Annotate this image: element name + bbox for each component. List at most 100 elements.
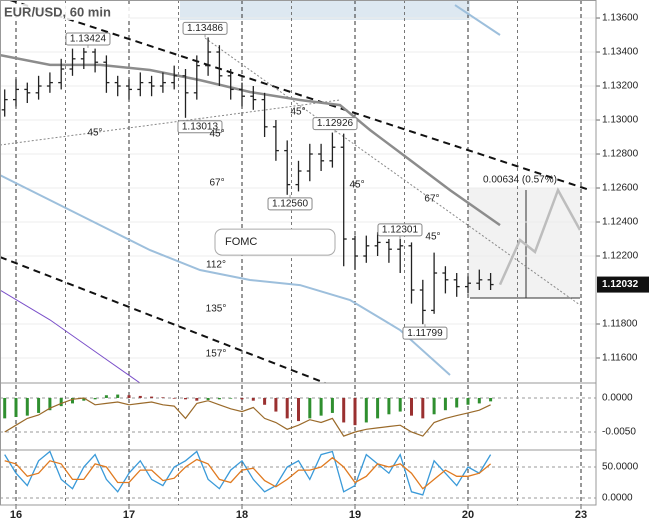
macd-bar (104, 395, 108, 398)
macd-bar (71, 397, 75, 404)
price-label: 1.13424 (70, 34, 107, 45)
macd-bar (172, 397, 176, 399)
macd-tick-label: 0.0000 (602, 393, 633, 404)
price-label-box (402, 326, 448, 340)
stochastic-frame (0, 449, 597, 506)
title-bg (2, 4, 130, 20)
price-label-box (182, 21, 228, 35)
annotation: 45° (349, 180, 364, 191)
macd-bar (308, 397, 312, 419)
x-tick-label: 16 (10, 509, 22, 521)
last-price-label: 1.12032 (602, 279, 639, 290)
annotation: 135° (206, 304, 227, 315)
callout: FOMC (225, 236, 257, 248)
macd-bar (195, 397, 199, 401)
macd-tick-label: -0.0050 (602, 427, 636, 438)
macd-bar (443, 397, 447, 411)
macd-panel (0, 394, 596, 437)
macd-bar (116, 394, 120, 398)
chart-title: EUR/USD, 60 min (4, 4, 111, 19)
y-tick-label: 1.11800 (602, 319, 638, 330)
y-tick-label: 1.11600 (602, 353, 638, 364)
trend-line (498, 187, 582, 286)
price-panel (0, 0, 591, 383)
macd-bar (364, 397, 368, 423)
stoch-line (4, 456, 492, 490)
macd-bar (421, 397, 425, 419)
price-label-box (177, 120, 223, 134)
annotation: 112° (206, 260, 226, 271)
x-tick-label: 20 (462, 509, 474, 521)
macd-bar (387, 397, 391, 415)
stoch-tick-label: 0.0000 (602, 493, 633, 504)
callout-box (214, 228, 336, 256)
macd-bar (251, 397, 255, 401)
macd-bar (14, 397, 18, 418)
price-label-box (377, 223, 423, 237)
macd-signal (4, 397, 491, 437)
annotation: 45° (209, 129, 224, 140)
macd-bar (477, 397, 481, 404)
labels-layer: 1.13600 1.13400 1.13200 1.13000 1.12800 1.126… (10, 13, 649, 521)
trend-line (0, 53, 501, 227)
shaded-zone (180, 0, 470, 20)
price-label-box (312, 117, 358, 131)
macd-bar (353, 397, 357, 426)
macd-bar (263, 397, 267, 405)
annotation: 67° (209, 178, 224, 189)
macd-bar (59, 397, 63, 407)
macd-bar (410, 397, 414, 416)
macd-bar (217, 397, 221, 400)
trend-line (204, 37, 581, 306)
annotation: 157° (206, 349, 227, 360)
price-label: 1.13486 (187, 23, 224, 34)
macd-bar (184, 397, 188, 400)
macd-bar (398, 397, 402, 412)
y-tick-label: 1.12400 (602, 217, 639, 228)
stoch-line (4, 450, 492, 496)
macd-bar (206, 397, 210, 401)
y-tick-label: 1.12200 (602, 251, 639, 262)
price-label: 1.11799 (407, 328, 443, 339)
macd-bar (285, 397, 289, 419)
macd-bar (138, 395, 142, 398)
macd-bar (25, 397, 29, 416)
x-tick-label: 19 (349, 509, 361, 521)
trend-line (0, 256, 326, 383)
trend-line (454, 4, 501, 36)
price-label: 1.12560 (272, 198, 309, 209)
macd-bar (330, 397, 334, 413)
last-price-tag (597, 276, 649, 293)
macd-bar (161, 397, 165, 398)
macd-bar (297, 397, 301, 422)
x-tick-label: 23 (575, 509, 587, 521)
y-tick-label: 1.13000 (602, 115, 639, 126)
macd-bar (319, 397, 323, 416)
trend-line (9, 0, 591, 192)
macd-bar (48, 397, 52, 411)
x-tick-label: 17 (123, 509, 135, 521)
macd-bar (240, 397, 244, 400)
macd-bar (127, 395, 131, 398)
macd-bar (37, 397, 41, 413)
price-label: 1.13013 (182, 121, 219, 132)
macd-bar (82, 397, 86, 401)
stoch-tick-label: 50.0000 (602, 462, 639, 473)
y-tick-label: 1.13400 (602, 47, 639, 58)
annotation: 0.00634 (0.57%) (483, 175, 557, 186)
trend-line (0, 174, 451, 376)
y-tick-label: 1.12800 (602, 149, 639, 160)
annotation: 67° (424, 194, 439, 205)
macd-bar (342, 397, 346, 423)
price-label-box (65, 32, 111, 46)
price-label: 1.12301 (382, 224, 419, 235)
macd-bar (376, 397, 380, 419)
price-label: 1.12926 (317, 118, 354, 129)
y-tick-label: 1.13600 (602, 13, 639, 24)
macd-bar (3, 397, 7, 419)
macd-bar (432, 397, 436, 415)
y-tick-label: 1.13200 (602, 81, 639, 92)
stochastic-panel (0, 450, 596, 499)
trend-line (0, 289, 141, 383)
